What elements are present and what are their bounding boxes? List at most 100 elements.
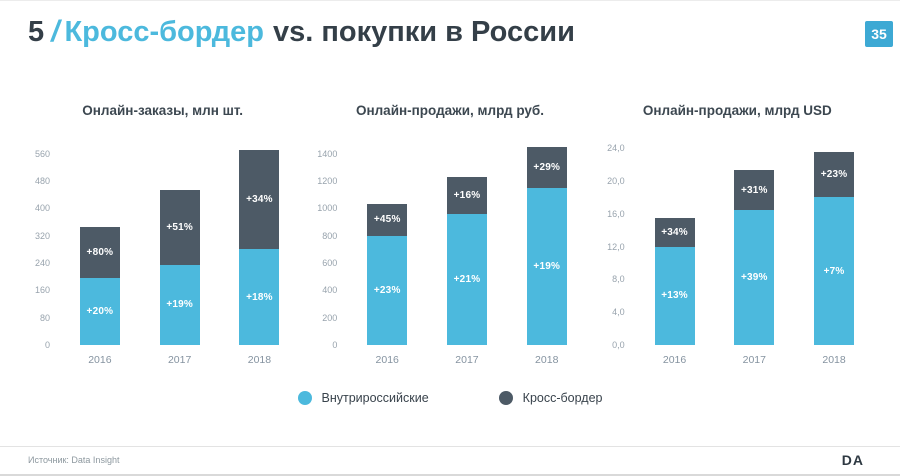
bar-2016: +23% +45% 2016 [367, 204, 408, 366]
bar-2018: +19% +29% 2018 [526, 146, 567, 366]
bar-stack: +18% +34% [239, 150, 280, 345]
legend-item-domestic: Внутрироссийские [297, 391, 429, 405]
segment-crossborder: +80% [79, 227, 120, 279]
bar-stack: +19% +51% [159, 189, 200, 345]
segment-domestic: +19% [526, 187, 567, 345]
y-tick-label: 560 [34, 148, 50, 159]
segment-label: +34% [246, 194, 273, 206]
y-axis: 0,0 4,0 8,0 12,0 16,0 20,0 24,0 [601, 140, 635, 350]
y-tick-label: 8,0 [612, 274, 625, 285]
chart-body: 0 80 160 240 320 400 480 560 +20% +80% 2016 +19% +5… [26, 140, 299, 366]
plot-area: +13% +34% 2016 +39% +31% 2017 +7% +23% 2018 [635, 140, 874, 366]
bar-stack: +23% +45% [367, 204, 408, 345]
y-tick-label: 400 [322, 285, 338, 296]
legend-label: Кросс-бордер [522, 391, 603, 405]
y-tick-label: 400 [34, 203, 50, 214]
segment-crossborder: +34% [654, 217, 695, 247]
x-tick-label: 2018 [247, 354, 272, 366]
segment-label: +13% [661, 290, 688, 302]
y-tick-label: 160 [34, 285, 50, 296]
segment-crossborder: +31% [734, 170, 775, 210]
segment-domestic: +21% [446, 213, 487, 345]
segment-label: +31% [740, 184, 768, 196]
segment-label: +51% [166, 221, 193, 233]
bar-stack: +20% +80% [79, 227, 120, 345]
bar-2016: +20% +80% 2016 [79, 227, 120, 366]
y-tick-label: 0,0 [612, 340, 625, 350]
x-tick-label: 2016 [375, 354, 399, 366]
charts-row: Онлайн-заказы, млн шт. 0 80 160 240 320 400 48… [0, 103, 900, 366]
x-tick-label: 2016 [88, 354, 112, 366]
bar-2018: +18% +34% 2018 [239, 150, 280, 366]
chart-online-sales-usd: Онлайн-продажи, млрд USD 0,0 4,0 8,0 12,0 16… [601, 103, 874, 366]
y-tick-label: 1000 [317, 203, 338, 214]
y-tick-label: 200 [322, 312, 338, 323]
legend-item-crossborder: Кросс-бордер [498, 391, 603, 405]
segment-crossborder: +16% [446, 176, 487, 214]
bar-2016: +13% +34% 2016 [654, 217, 695, 366]
chart-body: 0 200 400 600 800 1000 1200 1400 +23% +45% 2016 +2… [313, 140, 586, 366]
chart-online-sales-rub: Онлайн-продажи, млрд руб. 0 200 400 600 800 1… [313, 103, 586, 366]
y-tick-label: 1200 [317, 176, 338, 186]
title-highlight: Кросс-бордер [64, 16, 265, 48]
bar-stack: +13% +34% [654, 217, 695, 345]
bar-2018: +7% +23% 2018 [814, 152, 855, 366]
segment-domestic: +7% [814, 197, 855, 345]
segment-label: +23% [820, 169, 848, 181]
y-tick-label: 240 [34, 258, 50, 268]
title-rest: vs. покупки в России [273, 16, 575, 48]
segment-crossborder: +34% [239, 150, 280, 250]
segment-label: +45% [373, 214, 401, 226]
y-tick-label: 320 [34, 230, 50, 241]
legend-marker-crossborder [498, 391, 513, 405]
x-tick-label: 2017 [455, 354, 479, 366]
y-tick-label: 12,0 [607, 241, 625, 252]
chart-title: Онлайн-заказы, млн шт. [82, 103, 244, 118]
chart-title: Онлайн-продажи, млрд USD [642, 103, 832, 118]
bar-stack: +7% +23% [814, 152, 855, 345]
slash-icon: / [51, 15, 60, 48]
y-axis: 0 80 160 240 320 400 480 560 [26, 140, 60, 350]
segment-crossborder: +23% [814, 152, 855, 198]
y-tick-label: 1400 [317, 148, 338, 159]
legend-label: Внутрироссийские [321, 391, 429, 405]
x-tick-label: 2016 [662, 354, 687, 366]
y-tick-label: 0 [332, 340, 338, 350]
bar-2017: +21% +16% 2017 [446, 176, 487, 366]
segment-label: +23% [373, 284, 401, 296]
y-axis: 0 200 400 600 800 1000 1200 1400 [313, 140, 347, 350]
bar-stack: +39% +31% [734, 170, 775, 345]
segment-domestic: +19% [159, 264, 200, 345]
slide-header: 5/Кросс-бордер vs. покупки в России [0, 1, 900, 49]
segment-label: +19% [533, 260, 561, 272]
x-tick-label: 2017 [742, 354, 766, 366]
segment-label: +19% [166, 299, 193, 311]
segment-domestic: +18% [239, 249, 280, 345]
segment-label: +20% [86, 306, 114, 318]
page-number-badge: 35 [865, 21, 893, 47]
bar-2017: +19% +51% 2017 [159, 189, 200, 366]
segment-domestic: +20% [79, 278, 120, 345]
legend-marker-domestic [297, 391, 312, 405]
y-tick-label: 24,0 [607, 143, 625, 154]
y-tick-label: 80 [39, 312, 50, 323]
segment-crossborder: +29% [526, 146, 567, 188]
segment-label: +18% [246, 291, 273, 303]
segment-crossborder: +51% [159, 189, 200, 265]
y-tick-label: 20,0 [607, 176, 625, 186]
segment-label: +21% [453, 273, 481, 285]
datainsight-logo: DA [841, 452, 864, 468]
segment-domestic: +39% [734, 209, 775, 345]
segment-crossborder: +45% [367, 204, 408, 236]
x-tick-label: 2018 [822, 354, 846, 366]
segment-label: +29% [533, 161, 561, 173]
chart-title: Онлайн-продажи, млрд руб. [355, 103, 545, 118]
segment-label: +16% [453, 189, 481, 201]
segment-domestic: +13% [654, 246, 695, 345]
bar-stack: +21% +16% [446, 176, 487, 345]
segment-domestic: +23% [367, 235, 408, 345]
plot-area: +20% +80% 2016 +19% +51% 2017 +18% +34% 2018 [60, 140, 299, 366]
bar-2017: +39% +31% 2017 [734, 170, 775, 366]
y-tick-label: 480 [34, 176, 50, 186]
